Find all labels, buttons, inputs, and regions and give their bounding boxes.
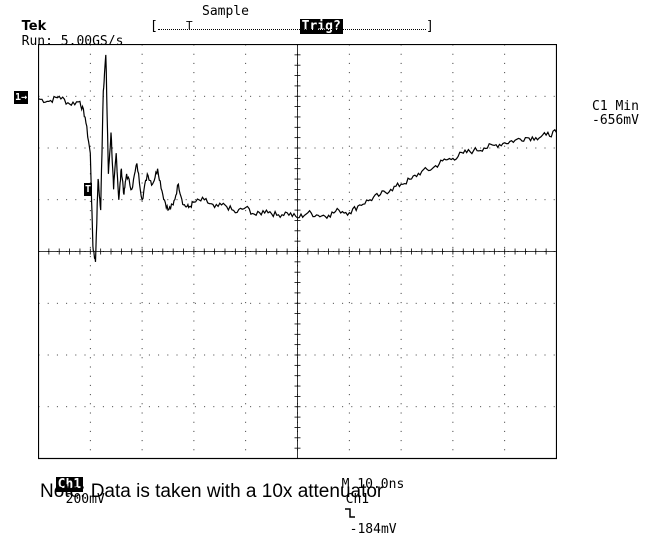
waveform-trace (38, 54, 557, 262)
trigger-position-marker: T (186, 19, 193, 32)
status-header: Tek Run: 5.00GS/s (6, 4, 124, 49)
brand-label: Tek (21, 19, 47, 34)
measurement-label: C1 Min (592, 99, 639, 114)
trigger-level: -184mV (349, 522, 397, 537)
attenuator-note: Note: Data is taken with a 10x attenuato… (40, 481, 384, 502)
trigger-status-badge: Trig? (299, 19, 343, 34)
falling-edge-icon (344, 508, 355, 518)
measurement-value: -656mV (592, 113, 639, 128)
timebase: M 10.0ns (341, 477, 405, 492)
record-bracket-left: [ (150, 19, 158, 34)
volts-per-div: 200mV (65, 492, 105, 507)
trigger-source: Ch1 (345, 492, 370, 507)
waveform-display[interactable] (38, 44, 557, 460)
record-length-line (158, 29, 426, 30)
trigger-position-bar[interactable]: [ ] T (150, 18, 435, 40)
channel-scale-readout: Ch1 200mV (40, 462, 105, 507)
trigger-level-marker[interactable]: T (84, 183, 93, 196)
channel-badge: Ch1 (55, 477, 84, 492)
graticule-grid (38, 44, 557, 459)
record-bracket-right: ] (426, 19, 434, 34)
measurement-readout: C1 Min -656mV (592, 100, 639, 128)
channel1-level-marker[interactable]: 1→ (14, 91, 29, 104)
acquisition-mode: Sample (202, 4, 249, 19)
